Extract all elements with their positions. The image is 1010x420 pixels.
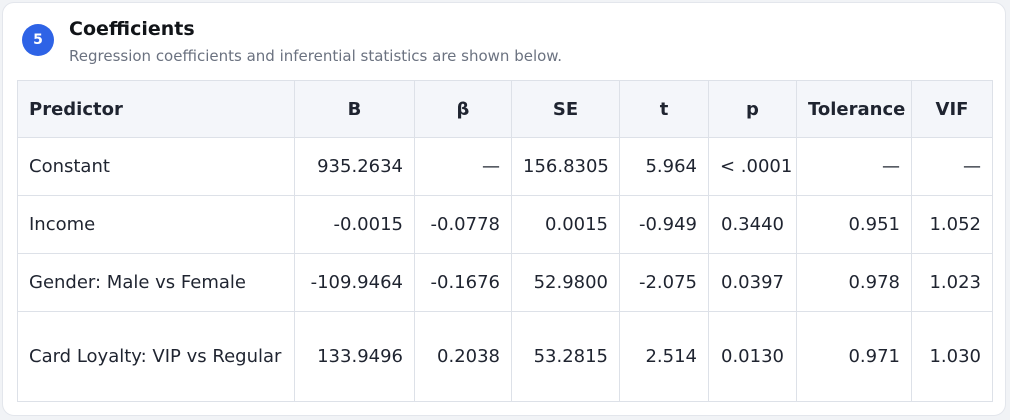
cell-p: 0.3440 (708, 195, 797, 254)
table-row: Constant 935.2634 — 156.8305 5.964 < .00… (17, 137, 993, 196)
cell-beta: -0.1676 (414, 253, 512, 312)
cell-vif: 1.023 (911, 253, 993, 312)
cell-beta: 0.2038 (414, 311, 512, 402)
cell-se: 53.2815 (511, 311, 620, 402)
section-title: Coefficients (69, 18, 195, 40)
header-p[interactable]: p (708, 80, 797, 138)
header-t[interactable]: t (619, 80, 709, 138)
header-tolerance[interactable]: Tolerance (796, 80, 912, 138)
cell-se: 52.9800 (511, 253, 620, 312)
cell-t: -0.949 (619, 195, 709, 254)
cell-tolerance: 0.971 (796, 311, 912, 402)
cell-predictor: Card Loyalty: VIP vs Regular (17, 311, 295, 402)
cell-se: 156.8305 (511, 137, 620, 196)
table-row: Card Loyalty: VIP vs Regular 133.9496 0.… (17, 311, 993, 402)
cell-b: 935.2634 (294, 137, 415, 196)
section-subtitle: Regression coefficients and inferential … (69, 47, 562, 65)
cell-vif: 1.052 (911, 195, 993, 254)
header-beta[interactable]: β (414, 80, 512, 138)
cell-tolerance: — (796, 137, 912, 196)
cell-predictor: Gender: Male vs Female (17, 253, 295, 312)
cell-vif: 1.030 (911, 311, 993, 402)
table-header-row: Predictor B β SE t p Tolerance VIF (17, 80, 993, 138)
header-b[interactable]: B (294, 80, 415, 138)
cell-p: 0.0397 (708, 253, 797, 312)
cell-t: 2.514 (619, 311, 709, 402)
step-badge: 5 (22, 24, 54, 56)
cell-predictor: Income (17, 195, 295, 254)
cell-beta: — (414, 137, 512, 196)
header-vif[interactable]: VIF (911, 80, 993, 138)
cell-p: 0.0130 (708, 311, 797, 402)
header-se[interactable]: SE (511, 80, 620, 138)
cell-vif: — (911, 137, 993, 196)
cell-t: -2.075 (619, 253, 709, 312)
header-predictor[interactable]: Predictor (17, 80, 295, 138)
table-row: Gender: Male vs Female -109.9464 -0.1676… (17, 253, 993, 312)
table-row: Income -0.0015 -0.0778 0.0015 -0.949 0.3… (17, 195, 993, 254)
cell-beta: -0.0778 (414, 195, 512, 254)
cell-se: 0.0015 (511, 195, 620, 254)
cell-b: 133.9496 (294, 311, 415, 402)
cell-tolerance: 0.978 (796, 253, 912, 312)
cell-b: -0.0015 (294, 195, 415, 254)
cell-predictor: Constant (17, 137, 295, 196)
coefficients-table: Predictor B β SE t p Tolerance VIF Const… (17, 80, 993, 402)
cell-p: < .0001 (708, 137, 797, 196)
cell-tolerance: 0.951 (796, 195, 912, 254)
cell-b: -109.9464 (294, 253, 415, 312)
cell-t: 5.964 (619, 137, 709, 196)
